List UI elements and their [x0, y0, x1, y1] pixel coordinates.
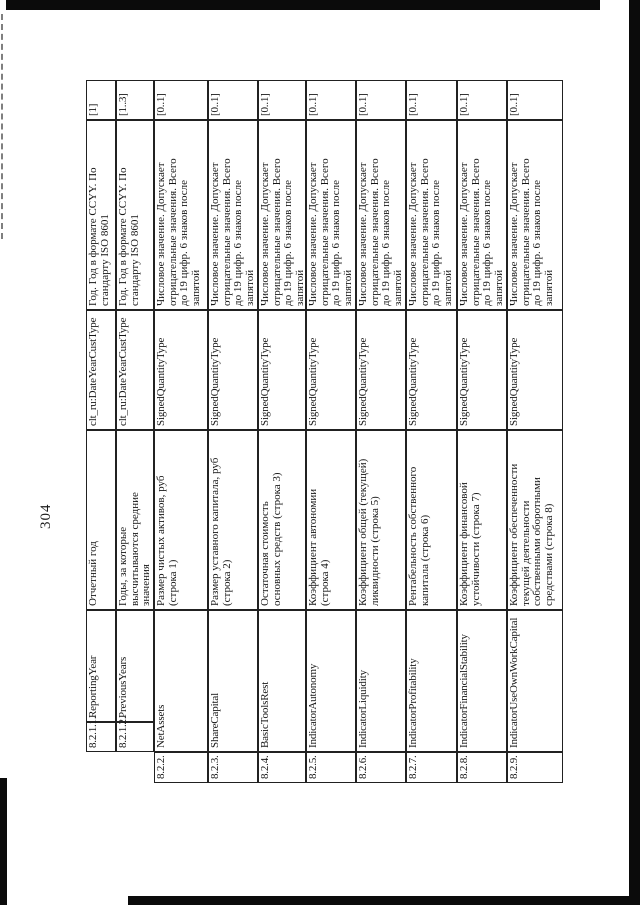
cell-identifier: ReportingYear [86, 610, 116, 722]
table-row: 8.2.9. IndicatorUseOwnWorkCapital Коэффи… [507, 80, 563, 783]
cell-identifier: PreviousYears [116, 610, 154, 722]
cell-russian-name: Коэффициент общей (текущей) ликвидности … [356, 430, 406, 610]
cell-code: 8.2.3. [208, 752, 258, 783]
cell-code: 8.2.1.2. [116, 717, 154, 752]
data-elements-table: 8.2.1.1. ReportingYear Отчетный год clt_… [86, 80, 563, 783]
cell-russian-name: Размер чистых активов, руб (строка 1) [154, 430, 208, 610]
cell-russian-name: Отчетный год [86, 430, 116, 610]
cell-russian-name: Коэффициент автономии (строка 4) [306, 430, 356, 610]
cell-description: Год. Год в формате CCYY. По стандарту IS… [116, 120, 154, 310]
cell-russian-name: Годы, за которые высчитываются средние з… [116, 430, 154, 610]
cell-cardinality: [0..1] [356, 80, 406, 120]
cell-cardinality: [0..1] [154, 80, 208, 120]
cell-cardinality: [0..1] [258, 80, 306, 120]
cell-cardinality: [0..1] [457, 80, 507, 120]
cell-xml-type: clt_ru:DateYearCustType [116, 310, 154, 430]
scan-artifact-left-bar [0, 778, 7, 905]
cell-cardinality: [0..1] [306, 80, 356, 120]
cell-identifier: IndicatorFinancialStability [457, 610, 507, 752]
table-row: 8.2.7. IndicatorProfitability Рентабельн… [406, 80, 457, 783]
table-row: 8.2.4. BasicToolsRest Остаточная стоимос… [258, 80, 306, 783]
cell-cardinality: [1..3] [116, 80, 154, 120]
scan-artifact-right-bar [629, 0, 640, 905]
cell-description: Числовое значение. Допускает отрицательн… [208, 120, 258, 310]
cell-russian-name: Коэффициент финансовой устойчивости (стр… [457, 430, 507, 610]
cell-xml-type: SignedQuantityType [258, 310, 306, 430]
cell-description: Числовое значение. Допускает отрицательн… [406, 120, 457, 310]
table-row: 8.2.2. NetAssets Размер чистых активов, … [154, 80, 208, 783]
table-row: 8.2.6. IndicatorLiquidity Коэффициент об… [356, 80, 406, 783]
cell-description: Числовое значение. Допускает отрицательн… [356, 120, 406, 310]
cell-identifier: NetAssets [154, 610, 208, 752]
cell-cardinality: [0..1] [507, 80, 563, 120]
cell-description: Год. Год в формате CCYY. По стандарту IS… [86, 120, 116, 310]
cell-description: Числовое значение. Допускает отрицательн… [306, 120, 356, 310]
cell-code: 8.2.7. [406, 752, 457, 783]
scan-artifact-edge-dashes [1, 14, 3, 239]
cell-xml-type: SignedQuantityType [208, 310, 258, 430]
cell-russian-name: Рентабельность собственного капитала (ст… [406, 430, 457, 610]
cell-code: 8.2.1.1. [86, 717, 116, 752]
cell-cardinality: [1] [86, 80, 116, 120]
cell-xml-type: SignedQuantityType [507, 310, 563, 430]
cell-identifier: IndicatorLiquidity [356, 610, 406, 752]
cell-description: Числовое значение. Допускает отрицательн… [154, 120, 208, 310]
cell-description: Числовое значение. Допускает отрицательн… [457, 120, 507, 310]
cell-identifier: IndicatorUseOwnWorkCapital [507, 610, 563, 752]
cell-russian-name: Остаточная стоимость основных средств (с… [258, 430, 306, 610]
cell-cardinality: [0..1] [406, 80, 457, 120]
cell-code: 8.2.2. [154, 752, 208, 783]
cell-xml-type: clt_ru:DateYearCustType [86, 310, 116, 430]
table-row: 8.2.1.1. ReportingYear Отчетный год clt_… [86, 80, 116, 783]
cell-code: 8.2.6. [356, 752, 406, 783]
table-row: 8.2.5. IndicatorAutonomy Коэффициент авт… [306, 80, 356, 783]
cell-code: 8.2.9. [507, 752, 563, 783]
scan-artifact-bottom-bar [128, 896, 640, 905]
cell-russian-name: Размер уставного капитала, руб (строка 2… [208, 430, 258, 610]
cell-xml-type: SignedQuantityType [356, 310, 406, 430]
cell-xml-type: SignedQuantityType [154, 310, 208, 430]
cell-identifier: BasicToolsRest [258, 610, 306, 752]
cell-code: 8.2.5. [306, 752, 356, 783]
page-number: 304 [38, 503, 54, 530]
cell-xml-type: SignedQuantityType [306, 310, 356, 430]
cell-identifier: ShareCapital [208, 610, 258, 752]
cell-cardinality: [0..1] [208, 80, 258, 120]
table-row: 8.2.3. ShareCapital Размер уставного кап… [208, 80, 258, 783]
cell-russian-name: Коэффициент обеспеченности текущей деяте… [507, 430, 563, 610]
cell-identifier: IndicatorAutonomy [306, 610, 356, 752]
cell-xml-type: SignedQuantityType [457, 310, 507, 430]
cell-identifier: IndicatorProfitability [406, 610, 457, 752]
cell-code: 8.2.8. [457, 752, 507, 783]
scan-artifact-top-bar [6, 0, 600, 10]
table-row: 8.2.8. IndicatorFinancialStability Коэфф… [457, 80, 507, 783]
cell-code: 8.2.4. [258, 752, 306, 783]
table-row: 8.2.1.2. PreviousYears Годы, за которые … [116, 80, 154, 783]
cell-description: Числовое значение. Допускает отрицательн… [258, 120, 306, 310]
cell-description: Числовое значение. Допускает отрицательн… [507, 120, 563, 310]
cell-xml-type: SignedQuantityType [406, 310, 457, 430]
